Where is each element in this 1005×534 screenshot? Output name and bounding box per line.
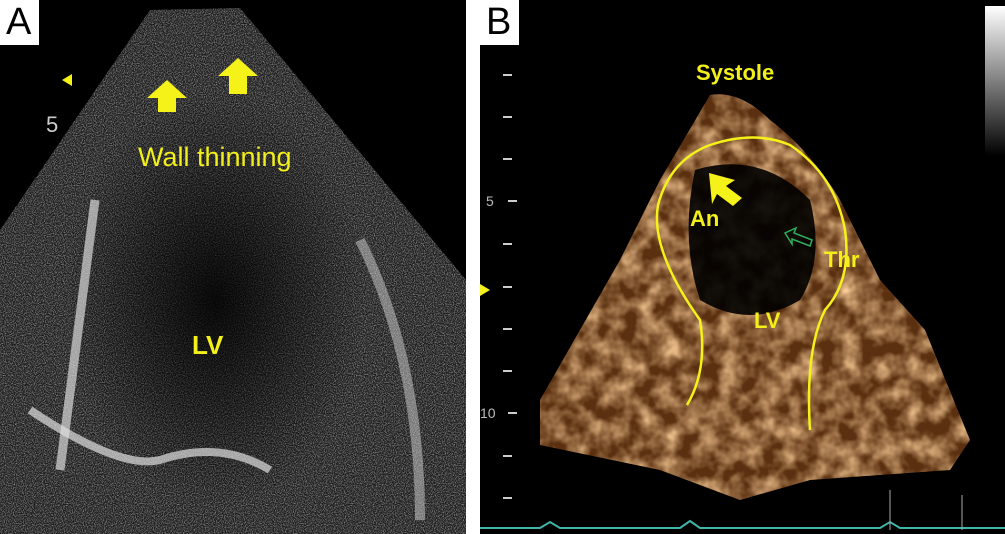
focus-marker-icon	[480, 284, 490, 296]
depth-ticks	[503, 74, 517, 499]
thrombus-label: Thr	[824, 247, 860, 272]
depth-scale-10: 10	[480, 405, 496, 421]
lv-label: LV	[754, 308, 781, 333]
panel-letter: A	[0, 0, 40, 45]
depth-marker-icon	[62, 74, 72, 86]
echo-panel-a: 5 Wall thinning LV A	[0, 0, 466, 534]
depth-scale-5: 5	[486, 193, 494, 209]
outline-arrow-left-icon	[783, 226, 813, 247]
grayscale-bar	[985, 6, 1005, 156]
systole-label: Systole	[696, 60, 775, 85]
echo-3d-image	[480, 6, 1005, 530]
panel-letter: B	[480, 0, 520, 45]
ecg-trace	[480, 519, 1005, 529]
aneurysm-label: An	[690, 206, 720, 231]
lv-label: LV	[192, 330, 224, 360]
wall-thinning-label: Wall thinning	[138, 142, 292, 172]
arrow-up-icon	[147, 58, 258, 112]
lv-contour	[655, 136, 848, 431]
arrow-up-left-icon	[709, 173, 742, 206]
echo-2d-image	[0, 8, 466, 534]
echo-panel-b: 5 10 Systole An Thr LV B	[480, 0, 1005, 534]
depth-scale-label: 5	[46, 112, 59, 137]
